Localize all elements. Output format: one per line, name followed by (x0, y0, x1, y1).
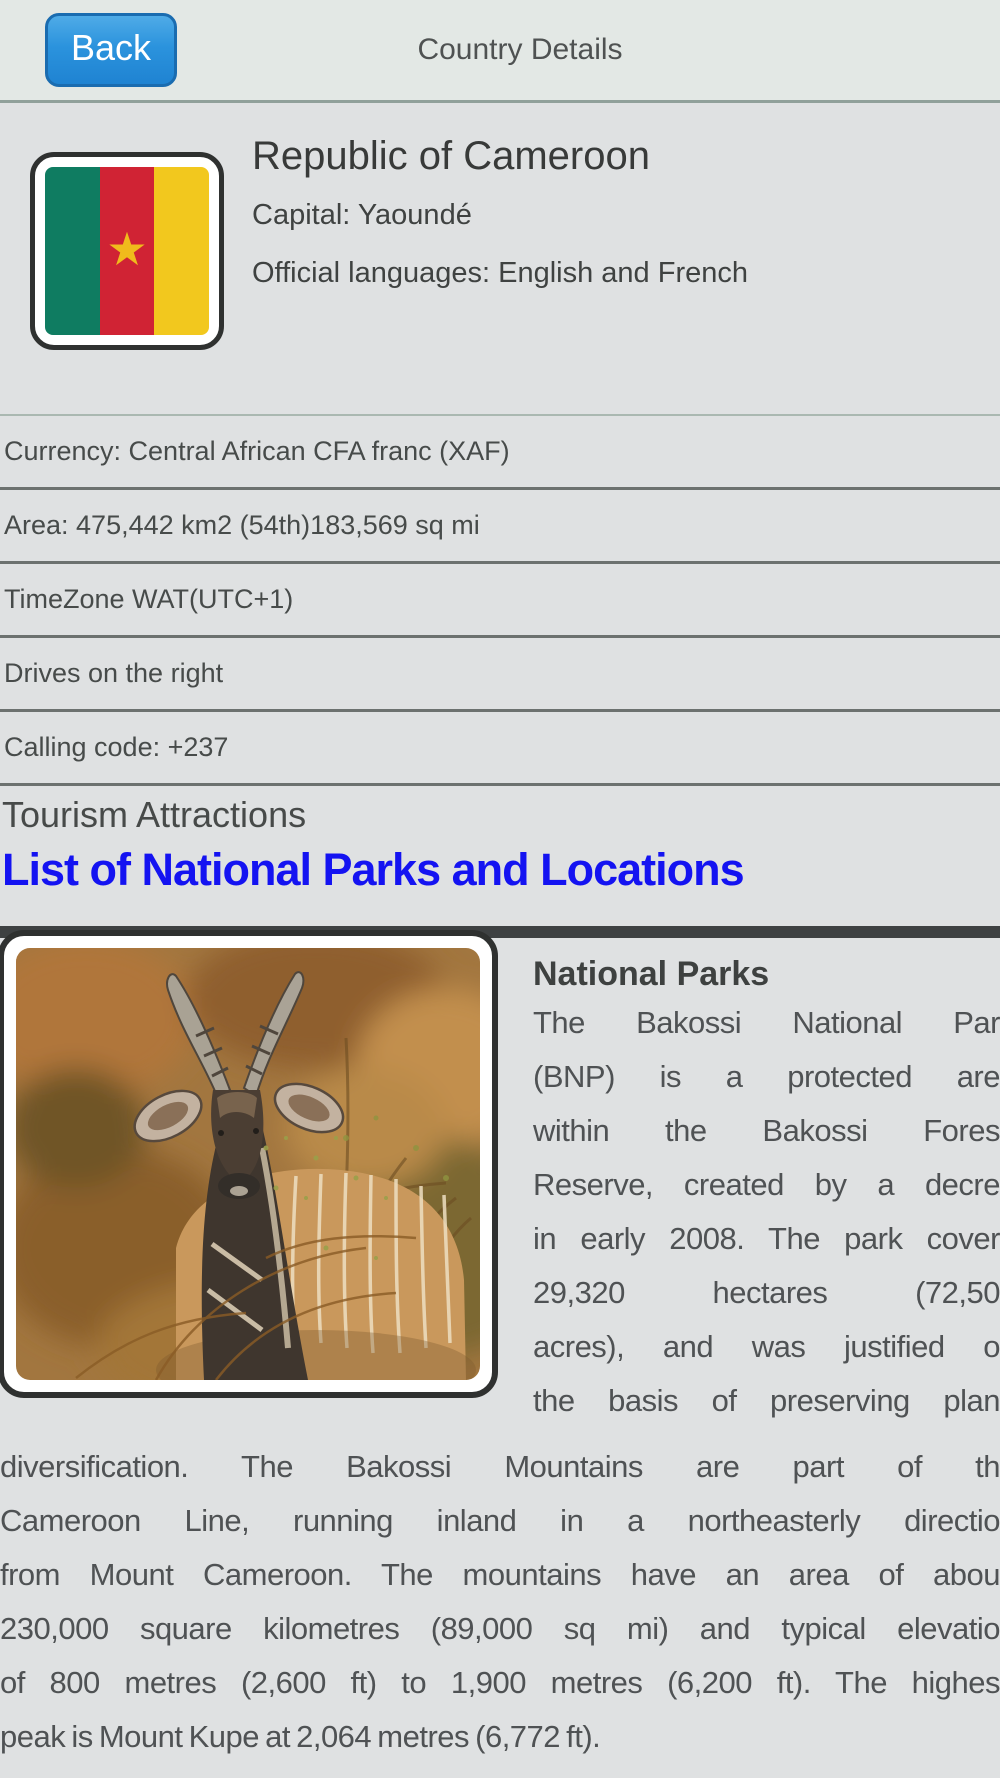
fact-text: Drives on the right (4, 658, 224, 688)
fact-text: Calling code: +237 (4, 732, 229, 762)
flag-stripes: ★ (45, 167, 209, 335)
country-languages: Official languages: English and French (252, 257, 748, 290)
country-name: Republic of Cameroon (252, 134, 650, 178)
fact-row-calling-code: Calling code: +237 (0, 712, 1000, 786)
paragraph-line: (BNP) is a protected are (533, 1058, 1000, 1094)
paragraph-line: peak is Mount Kupe at 2,064 metres (6,77… (0, 1718, 601, 1754)
flag-stripe-red: ★ (99, 167, 155, 335)
header-bar: Back Country Details (0, 0, 1000, 103)
paragraph-line: 29,320 hectares (72,50 (533, 1274, 1000, 1310)
article-side-text: National Parks The Bakossi National Par … (533, 952, 1000, 1428)
article-heading: National Parks (533, 954, 770, 993)
article-full-text: diversification. The Bakossi Mountains a… (0, 1440, 1000, 1764)
paragraph-line: from Mount Cameroon. The mountains have … (0, 1556, 1000, 1592)
tourism-attractions-label: Tourism Attractions (2, 794, 307, 835)
tourism-article-webview: National Parks The Bakossi National Par … (0, 925, 1000, 1764)
country-capital: Capital: Yaoundé (252, 199, 472, 231)
foreground-leaves (263, 1135, 388, 1260)
fact-row-currency: Currency: Central African CFA franc (XAF… (0, 416, 1000, 490)
paragraph-line: diversification. The Bakossi Mountains a… (0, 1448, 1000, 1484)
flag-star-icon: ★ (106, 223, 148, 276)
paragraph-line: of 800 metres (2,600 ft) to 1,900 metres… (0, 1664, 1000, 1700)
page-title: Country Details (417, 33, 623, 66)
giant-eland-antelope-photo (16, 947, 480, 1380)
fact-text: TimeZone WAT(UTC+1) (4, 584, 294, 614)
paragraph-line: Reserve, created by a decre (533, 1166, 1000, 1202)
paragraph-line: 230,000 square kilometres (89,000 sq mi)… (0, 1610, 1000, 1646)
paragraph-line: the basis of preserving plan (533, 1382, 1000, 1418)
fact-row-timezone: TimeZone WAT(UTC+1) (0, 564, 1000, 638)
wildlife-photo-frame (0, 929, 498, 1398)
paragraph-line: The Bakossi National Par (533, 1004, 1000, 1040)
cameroon-flag: ★ (30, 152, 224, 350)
national-parks-link-heading[interactable]: List of National Parks and Locations (2, 844, 745, 895)
antelope-illustration (16, 947, 480, 1380)
fact-row-area: Area: 475,442 km2 (54th)183,569 sq mi (0, 490, 1000, 564)
flag-stripe-green (45, 167, 100, 335)
country-text-block: Republic of Cameroon Capital: Yaoundé Of… (0, 103, 1000, 292)
fact-text: Currency: Central African CFA franc (XAF… (4, 436, 510, 466)
fact-text: Area: 475,442 km2 (54th)183,569 sq mi (4, 510, 480, 540)
paragraph-line: acres), and was justified o (533, 1328, 1000, 1364)
paragraph-line: in early 2008. The park cover (533, 1220, 1000, 1256)
flag-stripe-yellow (154, 167, 209, 335)
back-button[interactable]: Back (45, 13, 177, 87)
paragraph-line: Cameroon Line, running inland in a north… (0, 1502, 1000, 1538)
paragraph-line: within the Bakossi Fores (533, 1112, 1000, 1148)
facts-list: Currency: Central African CFA franc (XAF… (0, 416, 1000, 786)
country-summary: ★ Republic of Cameroon Capital: Yaoundé … (0, 103, 1000, 416)
fact-row-driving-side: Drives on the right (0, 638, 1000, 712)
foreground-twigs (75, 1234, 417, 1380)
antelope-figure (133, 970, 476, 1380)
